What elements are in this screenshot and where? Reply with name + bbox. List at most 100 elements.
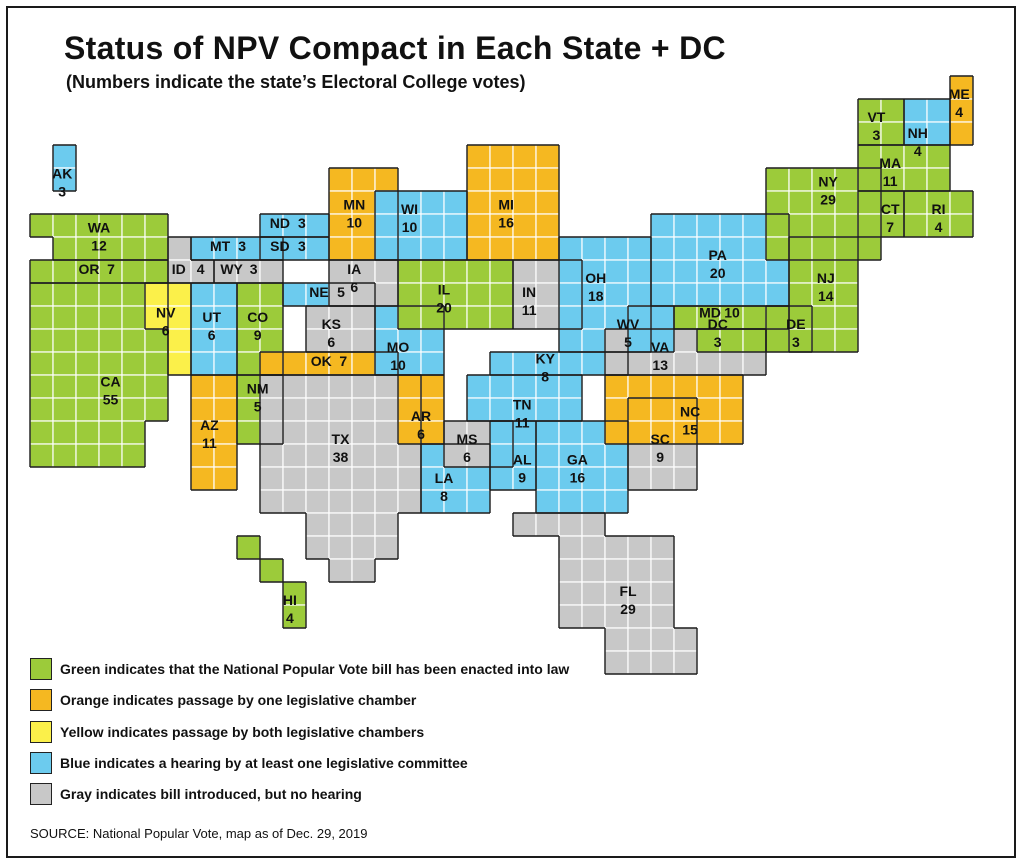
state-tile: [52, 282, 77, 307]
state-tile: [52, 259, 77, 284]
state-tile: [351, 305, 376, 330]
state-votes-ga: 16: [570, 470, 586, 486]
state-tile: [650, 213, 675, 238]
state-ca: [29, 282, 169, 468]
state-tile: [443, 190, 468, 215]
state-tile: [535, 144, 560, 169]
state-tile: [604, 489, 629, 514]
state-tile: [121, 374, 146, 399]
state-tile: [558, 236, 583, 261]
state-tile: [466, 213, 491, 238]
state-tile: [673, 236, 698, 261]
state-ky: [489, 351, 629, 376]
state-tile: [857, 213, 882, 238]
state-tile: [167, 328, 192, 353]
state-tile: [765, 282, 790, 307]
legend-swatch-gray: [30, 783, 52, 805]
state-votes-ri: 4: [935, 219, 943, 235]
state-tile: [650, 535, 675, 560]
state-tile: [558, 489, 583, 514]
state-tile: [811, 305, 836, 330]
state-abbr-ks: KS: [322, 316, 341, 332]
state-tile: [75, 374, 100, 399]
state-tile: [512, 167, 537, 192]
state-tile: [328, 236, 353, 261]
state-tile: [98, 351, 123, 376]
state-tile: [558, 305, 583, 330]
state-tile: [75, 443, 100, 468]
state-tile: [305, 512, 330, 537]
state-tile: [811, 213, 836, 238]
state-tile: [765, 259, 790, 284]
state-tile: [305, 397, 330, 422]
state-tile: [535, 512, 560, 537]
state-tile: [742, 351, 767, 376]
state-tile: [926, 167, 951, 192]
state-tile: [788, 190, 813, 215]
state-tile: [351, 443, 376, 468]
state-tile: [673, 328, 698, 353]
state-votes-wv: 5: [624, 334, 632, 350]
state-tile: [581, 420, 606, 445]
state-tile: [328, 535, 353, 560]
state-tile: [190, 351, 215, 376]
legend-swatch-green: [30, 658, 52, 680]
state-tile: [420, 213, 445, 238]
state-tile: [259, 397, 284, 422]
state-abbr-mn: MN: [343, 196, 365, 212]
legend-item-hearing: Blue indicates a hearing by at least one…: [30, 751, 468, 775]
state-tile: [627, 351, 652, 376]
map-subtitle: (Numbers indicate the state’s Electoral …: [66, 72, 526, 92]
state-abbr-hi: HI: [283, 592, 297, 608]
state-az: [190, 374, 238, 491]
state-abbr-ga: GA: [567, 452, 588, 468]
state-tile: [167, 282, 192, 307]
state-votes-nc: 15: [682, 421, 698, 437]
legend-item-one-chamber: Orange indicates passage by one legislat…: [30, 688, 416, 712]
state-tile: [489, 397, 514, 422]
state-tile: [696, 213, 721, 238]
state-votes-nd: 3: [298, 215, 306, 231]
state-tile: [374, 512, 399, 537]
legend-item-introduced: Gray indicates bill introduced, but no h…: [30, 782, 362, 806]
state-tile: [719, 328, 744, 353]
state-tile: [788, 167, 813, 192]
state-tile: [489, 305, 514, 330]
state-tile: [719, 397, 744, 422]
state-tile: [673, 374, 698, 399]
state-tile: [29, 328, 54, 353]
state-tile: [374, 466, 399, 491]
state-tile: [213, 328, 238, 353]
state-tile: [604, 236, 629, 261]
state-tile: [650, 466, 675, 491]
state-tile: [788, 259, 813, 284]
state-vt: [857, 98, 905, 146]
state-abbr-ma: MA: [879, 155, 901, 171]
state-abbr-wa: WA: [88, 219, 111, 235]
state-tile: [535, 190, 560, 215]
state-abbr-wi: WI: [401, 201, 418, 217]
state-tile: [857, 190, 882, 215]
state-tile: [880, 121, 905, 146]
state-tile: [535, 282, 560, 307]
state-tile: [489, 167, 514, 192]
legend-swatch-yellow: [30, 721, 52, 743]
state-abbr-la: LA: [435, 470, 454, 486]
state-tile: [328, 512, 353, 537]
state-tile: [535, 167, 560, 192]
state-tile: [328, 397, 353, 422]
state-tile: [512, 236, 537, 261]
state-wi: [374, 190, 468, 261]
state-tile: [742, 259, 767, 284]
state-tile: [650, 558, 675, 583]
state-tile: [535, 213, 560, 238]
state-tile: [604, 627, 629, 652]
state-tile: [627, 236, 652, 261]
state-tile: [282, 420, 307, 445]
state-tile: [420, 351, 445, 376]
state-tile: [121, 443, 146, 468]
state-tile: [765, 213, 790, 238]
state-votes-tn: 11: [515, 415, 530, 431]
state-fl: [512, 512, 698, 675]
state-tile: [673, 351, 698, 376]
